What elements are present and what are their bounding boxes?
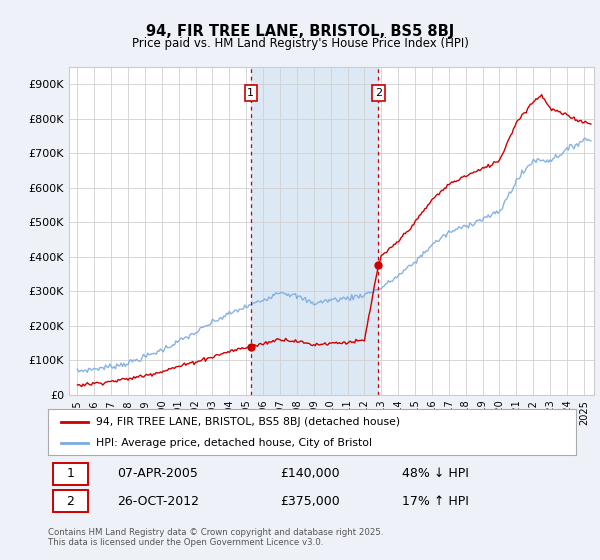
Text: 94, FIR TREE LANE, BRISTOL, BS5 8BJ: 94, FIR TREE LANE, BRISTOL, BS5 8BJ xyxy=(146,24,454,39)
Text: 17% ↑ HPI: 17% ↑ HPI xyxy=(402,494,469,508)
Text: £375,000: £375,000 xyxy=(280,494,340,508)
Text: 26-OCT-2012: 26-OCT-2012 xyxy=(116,494,199,508)
Text: 94, FIR TREE LANE, BRISTOL, BS5 8BJ (detached house): 94, FIR TREE LANE, BRISTOL, BS5 8BJ (det… xyxy=(95,417,400,427)
FancyBboxPatch shape xyxy=(53,463,88,485)
Text: 07-APR-2005: 07-APR-2005 xyxy=(116,467,197,480)
Text: 1: 1 xyxy=(67,467,74,480)
Text: 1: 1 xyxy=(247,88,254,98)
Text: 2: 2 xyxy=(374,88,382,98)
Text: 2: 2 xyxy=(67,494,74,508)
Text: Contains HM Land Registry data © Crown copyright and database right 2025.
This d: Contains HM Land Registry data © Crown c… xyxy=(48,528,383,547)
Text: 48% ↓ HPI: 48% ↓ HPI xyxy=(402,467,469,480)
FancyBboxPatch shape xyxy=(53,490,88,512)
Text: £140,000: £140,000 xyxy=(280,467,340,480)
Text: Price paid vs. HM Land Registry's House Price Index (HPI): Price paid vs. HM Land Registry's House … xyxy=(131,37,469,50)
Bar xyxy=(251,67,378,395)
Text: HPI: Average price, detached house, City of Bristol: HPI: Average price, detached house, City… xyxy=(95,438,371,448)
